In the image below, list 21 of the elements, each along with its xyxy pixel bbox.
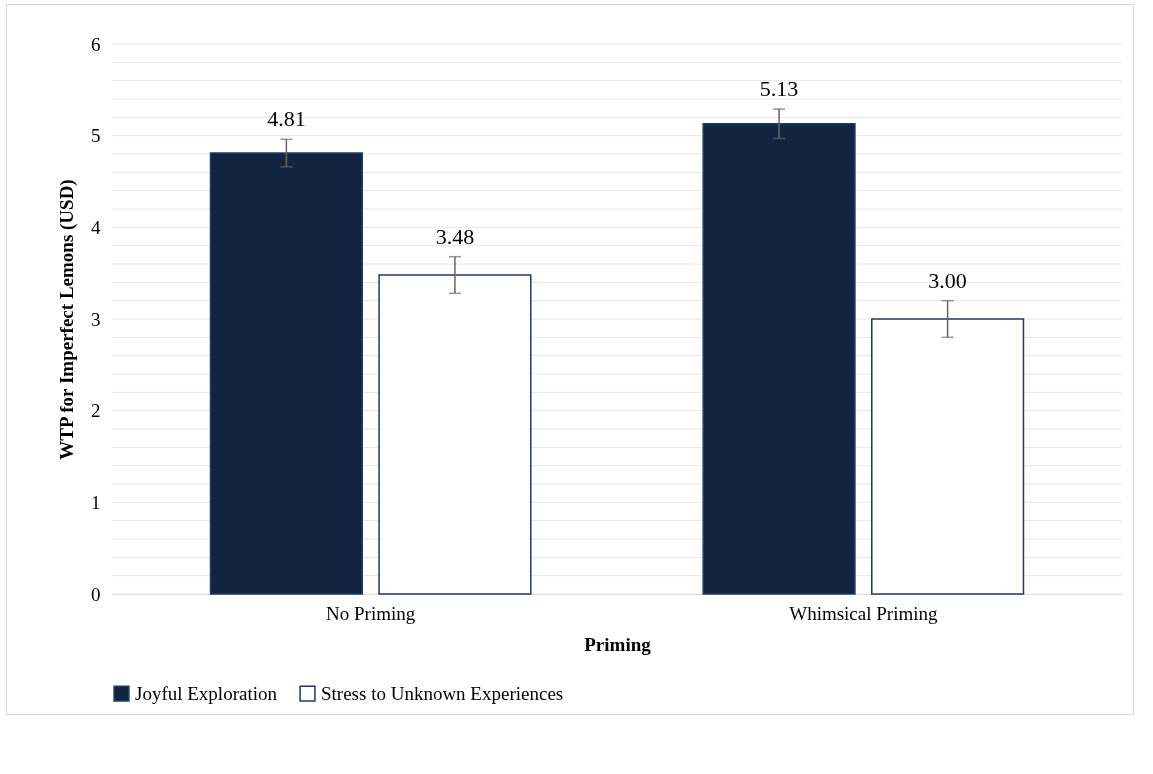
y-tick-label: 4 xyxy=(91,216,101,238)
data-label: 5.13 xyxy=(759,76,799,102)
bar xyxy=(702,123,856,595)
data-label: 3.48 xyxy=(435,223,475,249)
x-axis-title: Priming xyxy=(584,633,652,655)
y-tick-label: 2 xyxy=(91,400,101,422)
x-tick-label: No Priming xyxy=(326,602,416,624)
bar xyxy=(871,318,1025,595)
x-tick-label: Whimsical Priming xyxy=(789,602,938,624)
legend-label: Stress to Unknown Experiences xyxy=(321,682,564,704)
y-tick-label: 1 xyxy=(91,491,101,513)
y-tick-label: 3 xyxy=(91,308,101,330)
legend-label: Joyful Exploration xyxy=(135,682,278,704)
data-label: 4.81 xyxy=(267,106,306,132)
data-label: 3.00 xyxy=(928,267,967,293)
bar xyxy=(378,274,532,595)
y-axis-title: WTP for Imperfect Lemons (USD) xyxy=(56,179,78,460)
y-tick-label: 6 xyxy=(91,33,101,55)
y-tick-label: 0 xyxy=(91,583,101,605)
y-tick-label: 5 xyxy=(91,125,101,147)
bar xyxy=(209,152,363,595)
